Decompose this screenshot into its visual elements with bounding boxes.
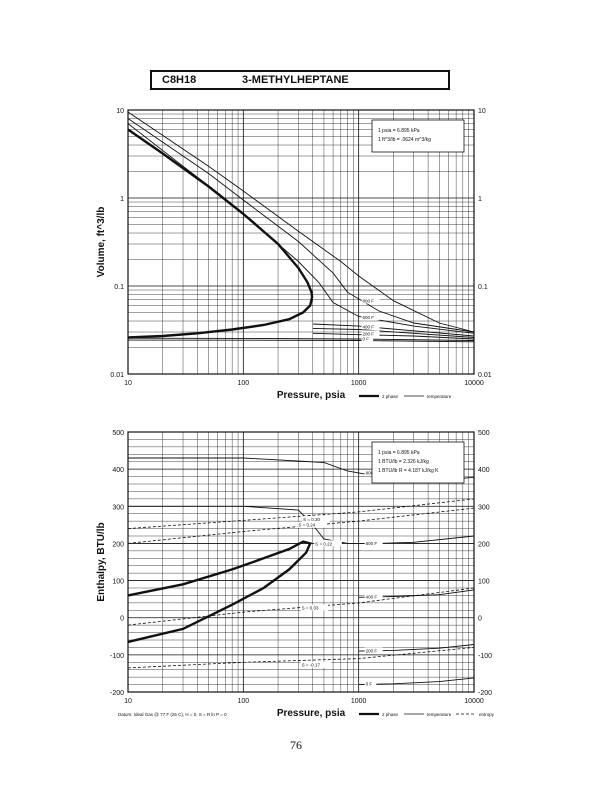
- chart1-x-tick-label: 10: [124, 380, 132, 387]
- chart1-isotherm-line: [127, 118, 475, 333]
- chart2-curve-label: S = 0.30: [303, 517, 320, 522]
- chart2-y-tick-label-right: 0: [478, 616, 482, 623]
- chart2-curve-label: S = 0.22: [315, 541, 332, 546]
- chart1-curve-label: 200 F: [363, 331, 375, 336]
- chart1-x-tick-label: 100: [237, 380, 249, 387]
- chart2-curve-label-bg: [300, 604, 329, 611]
- chart1-curve-label: 600 F: [363, 315, 375, 320]
- chart2-y-tick-label-right: -100: [478, 653, 492, 660]
- chart2-entropy-line: [127, 498, 475, 529]
- chart2-y-tick-label-left: 200: [112, 541, 124, 548]
- chart1-two-phase-curve: [127, 128, 314, 339]
- chart1-isotherm-line: [312, 323, 475, 337]
- chart2-y-tick-label-right: 100: [478, 579, 490, 586]
- chart1-curve-label: 400 F: [363, 324, 375, 329]
- chart2-curve-label-bg: [364, 647, 383, 654]
- chart1-y-tick-label-left: 10: [116, 108, 124, 115]
- chart2-curve-label: 800 F: [366, 471, 378, 476]
- chart2-y-tick-label-left: -100: [110, 653, 124, 660]
- chart2-y-tick-label-right: 200: [478, 541, 490, 548]
- chart2-datum-footnote: Datum: Ideal Gas @ 77 F (25 C), H = 0, S…: [118, 712, 227, 717]
- chart1-plot-frame: [127, 109, 475, 375]
- chart2-legend-label: 2 phase: [382, 712, 399, 717]
- chart2-unit-note: 1 psia = 6.895 kPa: [378, 450, 420, 456]
- chart2-legend-label: entropy: [479, 712, 495, 717]
- chart2-y-tick-label-right: -200: [478, 690, 492, 697]
- chart1-curve-label-bg: [361, 314, 380, 321]
- chart1-isotherm-line: [127, 339, 475, 343]
- chart2-unit-note: 1 BTU/lb R = 4.187 kJ/kg K: [378, 468, 439, 474]
- chart1-legend-label: 2 phase: [382, 394, 399, 399]
- chart1-y-tick-label-left: 0.01: [110, 372, 124, 379]
- chart2-curve-label-bg: [314, 540, 342, 547]
- chart2-unit-note: 1 BTU/lb = 2.326 kJ/kg: [378, 459, 429, 465]
- chart2-y-tick-label-right: 400: [478, 467, 490, 474]
- chart2-x-tick-label: 10000: [464, 698, 484, 705]
- chart1-y-tick-label-right: 10: [478, 108, 486, 115]
- chart2-curve-label: S = -0.17: [302, 663, 321, 668]
- chart1-unit-note-box: [371, 119, 465, 153]
- chart1-isotherm-line: [312, 332, 475, 340]
- chart2-y-tick-label-left: 300: [112, 504, 124, 511]
- compound-name: 3-METHYLHEPTANE: [242, 74, 349, 86]
- chart2-entropy-line: [127, 647, 475, 669]
- chart2-legend-label: temperature: [427, 712, 452, 717]
- chart1-isotherm-line: [127, 111, 475, 333]
- chart2-x-tick-label: 100: [237, 698, 249, 705]
- chart1-legend-label: temperature: [427, 394, 452, 399]
- chart2-curve-label: 200 F: [366, 648, 378, 653]
- chart2-curve-label-bg: [297, 521, 325, 528]
- chart2-x-tick-label: 10: [124, 698, 132, 705]
- chart2-y-tick-label-right: 300: [478, 504, 490, 511]
- chart2-y-tick-label-left: 500: [112, 430, 124, 437]
- chart1-curve-label: 0 F: [363, 337, 370, 342]
- chart2-y-axis-label: Enthalpy, BTU/lb: [96, 522, 107, 601]
- chart1-curve-label-bg: [361, 335, 374, 342]
- chart1-curve-label: 800 F: [363, 298, 375, 303]
- chart1-x-axis-label: Pressure, psia: [277, 390, 346, 401]
- chart2-curve-label: 0 F: [366, 682, 373, 687]
- chart1-x-tick-label: 1000: [351, 380, 367, 387]
- chart1-y-axis-label: Volume, ft^3/lb: [96, 207, 107, 278]
- chart2-curve-label-bg: [302, 516, 330, 523]
- chart2-curve-label-bg: [300, 661, 332, 668]
- chart2-y-tick-label-left: -200: [110, 690, 124, 697]
- chart2-y-tick-label-left: 400: [112, 467, 124, 474]
- chart1-curve-label-bg: [361, 323, 380, 330]
- compound-header: C8H18 3-METHYLHEPTANE: [150, 70, 450, 90]
- chart1-curve-label-bg: [361, 297, 380, 304]
- chart1-unit-note: 1 psia = 6.895 kPa: [378, 128, 420, 134]
- chart2-curve-label-bg: [364, 593, 383, 600]
- chart1-x-tick-label: 10000: [464, 380, 484, 387]
- chart1-unit-note: 1 ft^3/lb = .0624 m^3/kg: [378, 137, 431, 143]
- chart1-isotherm-line: [127, 123, 475, 334]
- chart1-curve-label-bg: [361, 330, 380, 337]
- chart2-curve-label: S = 0.03: [302, 606, 319, 611]
- chart2-entropy-line: [127, 507, 475, 544]
- chart2-isotherm-line: [128, 505, 475, 544]
- chart2-y-tick-label-right: 500: [478, 430, 490, 437]
- chart1-y-tick-label-right: 0.1: [478, 284, 488, 291]
- chart2-curve-label: 600 F: [366, 541, 378, 546]
- chart2-x-axis-label: Pressure, psia: [277, 708, 346, 719]
- chart1-y-tick-label-right: 1: [478, 196, 482, 203]
- chart2-unit-note-box: [371, 441, 465, 484]
- compound-formula: C8H18: [162, 74, 197, 86]
- chart2-two-phase-curve: [127, 540, 312, 644]
- page-number: 76: [290, 738, 302, 752]
- chart2-curve-label-bg: [364, 680, 377, 687]
- chart2-y-tick-label-left: 0: [120, 616, 124, 623]
- chart1-y-tick-label-right: 0.01: [478, 372, 492, 379]
- chart2-y-tick-label-left: 100: [112, 579, 124, 586]
- chart2-plot-frame: [127, 431, 475, 693]
- chart2-curve-label: S = 0.24: [298, 523, 315, 528]
- chart1-isotherm-line: [312, 327, 475, 338]
- chart1-y-tick-label-left: 1: [120, 196, 124, 203]
- chart1-y-tick-label-left: 0.1: [114, 284, 124, 291]
- chart2-x-tick-label: 1000: [351, 698, 367, 705]
- chart1-isotherm-line: [127, 337, 475, 341]
- chart2-curve-label-bg: [364, 539, 383, 546]
- chart2-curve-label: 400 F: [366, 594, 378, 599]
